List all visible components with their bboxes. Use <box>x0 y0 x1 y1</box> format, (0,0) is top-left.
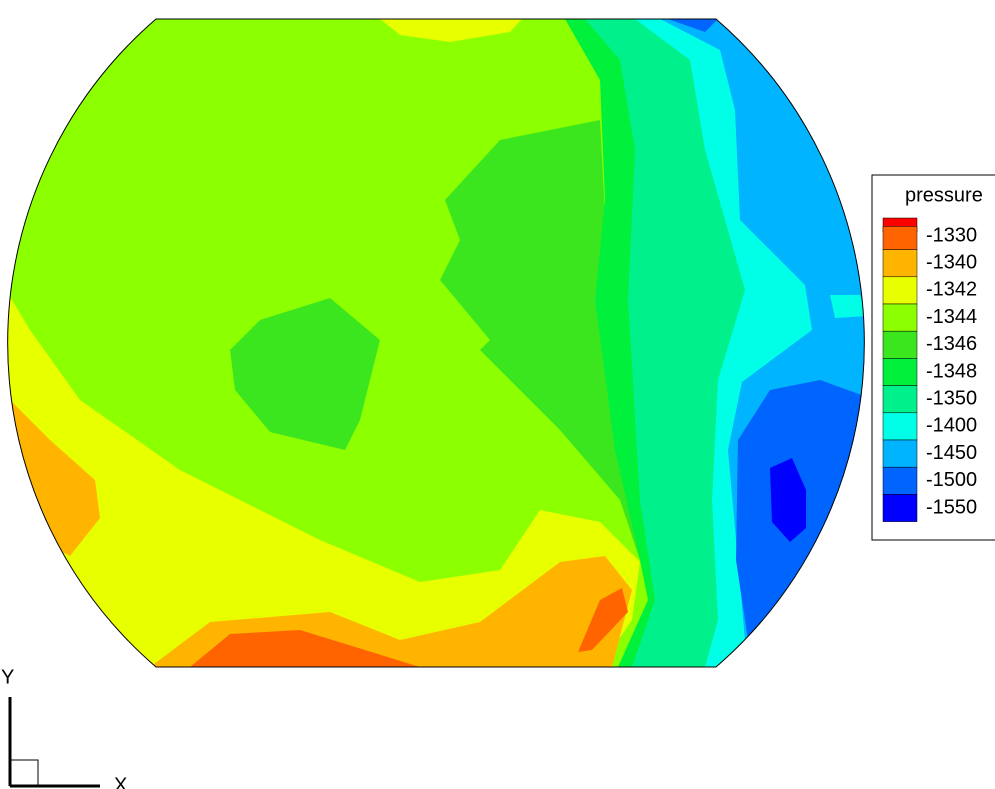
legend-title: pressure <box>905 184 983 206</box>
legend-label: -1330 <box>926 224 977 246</box>
axis-triad: Y X <box>1 666 127 789</box>
x-axis-label: X <box>114 774 127 789</box>
y-axis-label: Y <box>1 666 14 688</box>
legend-swatch <box>882 439 918 468</box>
legend-swatch <box>882 358 918 386</box>
legend-label: -1400 <box>926 415 977 437</box>
legend-label: -1450 <box>926 442 977 464</box>
legend-swatch <box>882 276 918 305</box>
contour-region <box>440 120 640 560</box>
legend-swatch <box>882 249 918 278</box>
contour-region <box>190 630 420 667</box>
contour-region <box>7 280 640 667</box>
contour-region <box>230 298 380 450</box>
legend-swatch <box>882 412 918 441</box>
legend-label: -1348 <box>926 360 977 382</box>
legend-swatch <box>882 385 918 414</box>
legend-label: -1346 <box>926 333 977 355</box>
contour-region <box>578 588 628 652</box>
legend-label: -1340 <box>926 251 977 273</box>
contour-region <box>770 458 806 542</box>
legend-label: -1342 <box>926 279 977 301</box>
legend-label: -1344 <box>926 306 977 328</box>
legend-label: -1550 <box>926 496 977 518</box>
legend-swatch <box>882 303 918 332</box>
contour-region <box>668 19 718 32</box>
triad-box <box>9 759 39 787</box>
contour-region <box>380 19 522 42</box>
legend-swatch <box>882 494 918 522</box>
legend: -1330 -1340 -1342 -1344 -1346 -1348 -1350 -1400… <box>882 217 977 522</box>
legend-label: -1500 <box>926 469 977 491</box>
legend-swatch <box>882 226 918 250</box>
legend-label: -1350 <box>926 387 977 409</box>
legend-swatch <box>882 466 918 495</box>
legend-swatch <box>882 330 918 359</box>
contour-region <box>830 295 865 318</box>
domain-outline <box>7 18 865 668</box>
